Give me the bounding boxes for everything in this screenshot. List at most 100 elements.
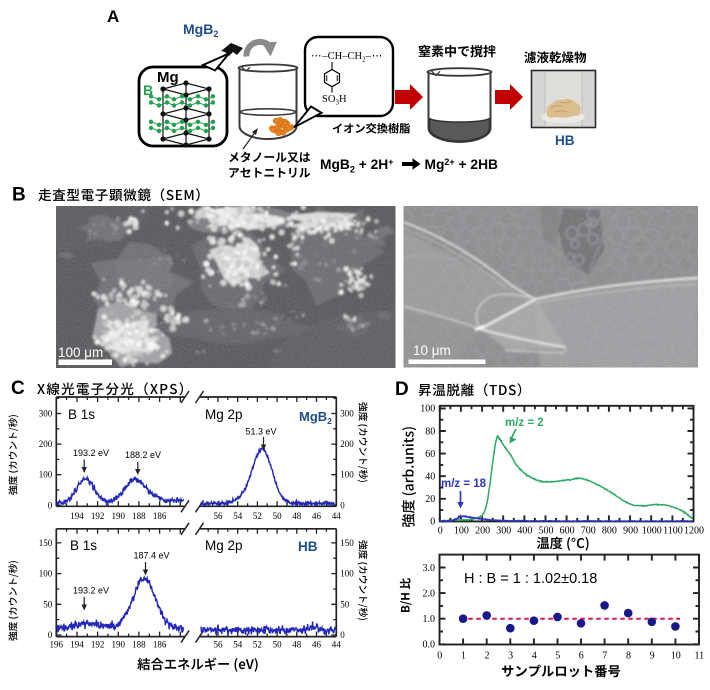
svg-text:190: 190 [112, 640, 126, 650]
svg-text:A: A [107, 7, 119, 26]
svg-text:194: 194 [70, 511, 84, 521]
svg-text:4: 4 [532, 651, 537, 662]
svg-text:7: 7 [602, 651, 607, 662]
svg-text:900: 900 [623, 526, 638, 537]
svg-text:300: 300 [496, 526, 511, 537]
svg-text:193.2 eV: 193.2 eV [73, 586, 109, 596]
svg-text:0: 0 [438, 526, 443, 537]
svg-text:50: 50 [273, 511, 283, 521]
svg-text:MgB2: MgB2 [299, 409, 332, 426]
svg-text:m/z = 2: m/z = 2 [505, 417, 544, 429]
svg-text:10: 10 [671, 651, 681, 662]
svg-text:188: 188 [132, 511, 146, 521]
svg-text:0.0: 0.0 [423, 640, 436, 651]
svg-text:60: 60 [425, 449, 435, 460]
svg-text:40: 40 [425, 472, 435, 483]
svg-text:44: 44 [332, 640, 342, 650]
svg-text:80: 80 [425, 426, 435, 437]
svg-text:188: 188 [132, 640, 146, 650]
svg-text:Mg 2p: Mg 2p [205, 538, 243, 553]
svg-text:52: 52 [253, 640, 262, 650]
svg-text:500: 500 [539, 526, 554, 537]
svg-text:300: 300 [39, 409, 53, 419]
svg-text:9: 9 [650, 651, 655, 662]
svg-text:11: 11 [694, 651, 704, 662]
svg-text:46: 46 [312, 511, 322, 521]
svg-text:2.0: 2.0 [423, 588, 436, 599]
svg-text:0: 0 [48, 630, 53, 640]
svg-text:196: 196 [50, 640, 64, 650]
svg-text:0: 0 [340, 630, 345, 640]
svg-text:400: 400 [517, 526, 532, 537]
svg-text:0: 0 [437, 651, 442, 662]
svg-text:SO3H: SO3H [322, 94, 347, 107]
svg-text:1.0: 1.0 [423, 614, 436, 625]
svg-text:B: B [143, 82, 153, 98]
svg-text:200: 200 [475, 526, 490, 537]
svg-text:1000: 1000 [642, 526, 662, 537]
svg-text:187.4 eV: 187.4 eV [133, 551, 169, 561]
svg-text:192: 192 [91, 640, 105, 650]
svg-text:700: 700 [581, 526, 596, 537]
svg-text:54: 54 [233, 640, 243, 650]
svg-text:190: 190 [112, 511, 126, 521]
svg-text:Mg 2p: Mg 2p [205, 407, 243, 422]
svg-text:188.2 eV: 188.2 eV [125, 450, 161, 460]
svg-text:100 μm: 100 μm [58, 345, 103, 360]
svg-text:3: 3 [508, 651, 513, 662]
svg-text:1100: 1100 [663, 526, 683, 537]
svg-text:0: 0 [48, 500, 53, 510]
svg-text:Mg: Mg [157, 69, 179, 86]
svg-text:200: 200 [340, 439, 354, 449]
svg-text:m/z = 18: m/z = 18 [441, 478, 487, 490]
svg-text:0: 0 [430, 517, 435, 528]
svg-text:3.0: 3.0 [423, 563, 436, 574]
svg-text:2: 2 [485, 651, 490, 662]
svg-text:D: D [395, 379, 409, 400]
svg-text:B 1s: B 1s [70, 538, 97, 553]
svg-text:0: 0 [340, 500, 345, 510]
svg-text:54: 54 [233, 511, 243, 521]
svg-text:800: 800 [602, 526, 617, 537]
svg-text:100: 100 [420, 404, 435, 415]
svg-text:100: 100 [39, 470, 53, 480]
svg-text:186: 186 [153, 511, 167, 521]
svg-text:56: 56 [214, 640, 224, 650]
svg-text:194: 194 [70, 640, 84, 650]
svg-text:48: 48 [292, 511, 302, 521]
svg-text:5: 5 [555, 651, 560, 662]
svg-text:50: 50 [43, 599, 53, 609]
svg-text:10 μm: 10 μm [413, 343, 451, 358]
svg-text:Mg2+ + 2HB: Mg2+ + 2HB [425, 157, 499, 172]
svg-text:200: 200 [39, 439, 53, 449]
svg-text:1: 1 [461, 651, 466, 662]
svg-text:300: 300 [340, 409, 354, 419]
svg-text:46: 46 [312, 640, 322, 650]
svg-text:20: 20 [425, 494, 435, 505]
svg-text:B 1s: B 1s [68, 407, 95, 422]
svg-text:HB: HB [298, 539, 318, 554]
svg-text:100: 100 [340, 569, 354, 579]
svg-text:192: 192 [91, 511, 105, 521]
svg-text:8: 8 [626, 651, 631, 662]
svg-text:HB: HB [555, 133, 575, 148]
svg-text:6: 6 [579, 651, 584, 662]
svg-text:100: 100 [39, 569, 53, 579]
svg-text:51.3 eV: 51.3 eV [245, 427, 276, 437]
svg-text:44: 44 [332, 511, 342, 521]
svg-text:186: 186 [153, 640, 167, 650]
svg-text:150: 150 [39, 538, 53, 548]
svg-text:193.2 eV: 193.2 eV [73, 448, 109, 458]
svg-text:50: 50 [340, 599, 350, 609]
svg-text:H : B = 1 : 1.02±0.18: H : B = 1 : 1.02±0.18 [464, 571, 597, 587]
svg-text:100: 100 [454, 526, 469, 537]
svg-text:⋯ –CH–CH2– ⋯: ⋯ –CH–CH2– ⋯ [311, 51, 382, 64]
svg-text:B: B [12, 185, 26, 206]
svg-text:150: 150 [340, 538, 354, 548]
svg-text:52: 52 [253, 511, 262, 521]
svg-text:MgB2 + 2H+: MgB2 + 2H+ [320, 157, 394, 175]
svg-text:600: 600 [560, 526, 575, 537]
svg-text:50: 50 [273, 640, 283, 650]
svg-text:48: 48 [292, 640, 302, 650]
svg-text:MgB2: MgB2 [183, 21, 218, 39]
